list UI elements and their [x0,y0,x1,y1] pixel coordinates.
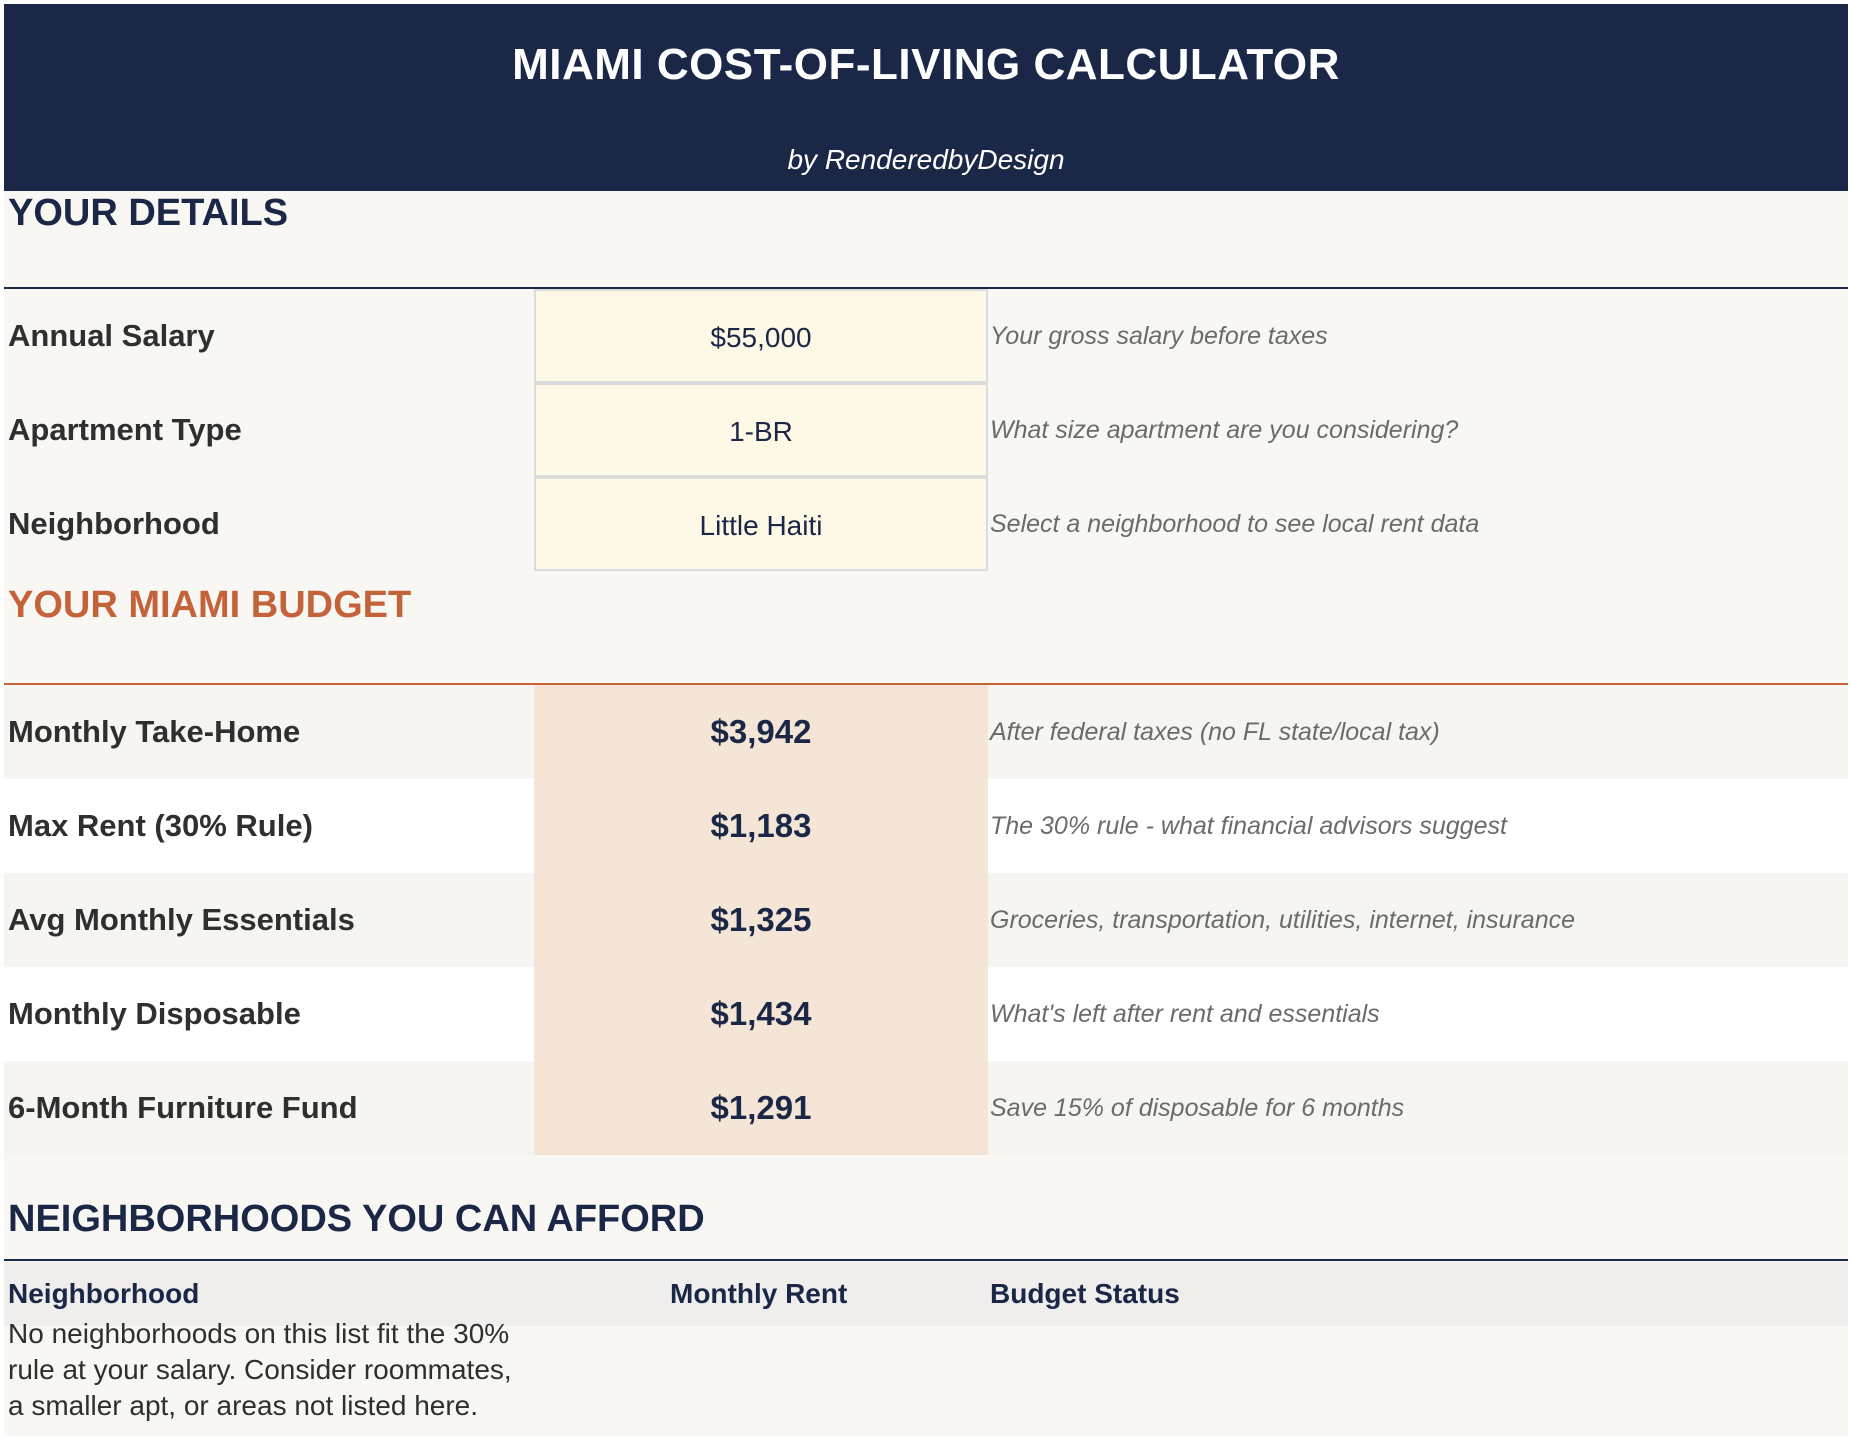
take-home-note: After federal taxes (no FL state/local t… [990,718,1440,746]
details-row-apartment: Apartment Type 1-BR What size apartment … [4,383,1848,477]
table-header: Neighborhood Monthly Rent Budget Status [4,1262,1848,1326]
neighborhoods-heading: NEIGHBORHOODS YOU CAN AFFORD [8,1198,705,1240]
details-rule [4,287,1848,289]
budget-heading: YOUR MIAMI BUDGET [8,584,412,626]
details-row-neighborhood: Neighborhood Little Haiti Select a neigh… [4,477,1848,571]
salary-input[interactable]: $55,000 [534,289,988,383]
take-home-value: $3,942 [534,685,988,779]
budget-row-disposable: Monthly Disposable $1,434 What's left af… [4,967,1848,1061]
budget-row-furniture: 6-Month Furniture Fund $1,291 Save 15% o… [4,1061,1848,1155]
neighborhood-select[interactable]: Little Haiti [534,477,988,571]
column-header-budget-status: Budget Status [990,1278,1180,1309]
essentials-label: Avg Monthly Essentials [8,902,355,937]
take-home-label: Monthly Take-Home [8,714,301,749]
details-row-salary: Annual Salary $55,000 Your gross salary … [4,289,1848,383]
apartment-type-label: Apartment Type [8,412,242,447]
disposable-label: Monthly Disposable [8,996,301,1031]
details-heading: YOUR DETAILS [8,192,289,234]
spreadsheet: MIAMI COST-OF-LIVING CALCULATOR by Rende… [4,4,1848,1436]
apartment-type-note: What size apartment are you considering? [990,416,1459,444]
budget-row-take-home: Monthly Take-Home $3,942 After federal t… [4,685,1848,779]
budget-row-max-rent: Max Rent (30% Rule) $1,183 The 30% rule … [4,779,1848,873]
budget-rule [4,683,1848,685]
max-rent-label: Max Rent (30% Rule) [8,808,313,843]
salary-note: Your gross salary before taxes [990,322,1328,350]
essentials-value: $1,325 [534,873,988,967]
neighborhood-label: Neighborhood [8,506,220,541]
essentials-note: Groceries, transportation, utilities, in… [990,906,1575,934]
max-rent-value: $1,183 [534,779,988,873]
page-title: MIAMI COST-OF-LIVING CALCULATOR [512,40,1340,89]
byline: by RenderedbyDesign [787,144,1065,175]
furniture-fund-note: Save 15% of disposable for 6 months [990,1094,1405,1122]
disposable-note: What's left after rent and essentials [990,1000,1380,1028]
budget-row-essentials: Avg Monthly Essentials $1,325 Groceries,… [4,873,1848,967]
column-header-monthly-rent: Monthly Rent [670,1278,848,1309]
neighborhood-note: Select a neighborhood to see local rent … [990,510,1480,538]
max-rent-note: The 30% rule - what financial advisors s… [990,812,1507,840]
neighborhoods-rule [4,1259,1848,1261]
column-header-neighborhood: Neighborhood [8,1278,200,1309]
furniture-fund-value: $1,291 [534,1061,988,1155]
empty-state-message: No neighborhoods on this list fit the 30… [8,1318,512,1421]
apartment-type-select[interactable]: 1-BR [534,383,988,477]
disposable-value: $1,434 [534,967,988,1061]
header-banner: MIAMI COST-OF-LIVING CALCULATOR by Rende… [4,4,1848,191]
salary-label: Annual Salary [8,318,215,353]
furniture-fund-label: 6-Month Furniture Fund [8,1090,358,1125]
